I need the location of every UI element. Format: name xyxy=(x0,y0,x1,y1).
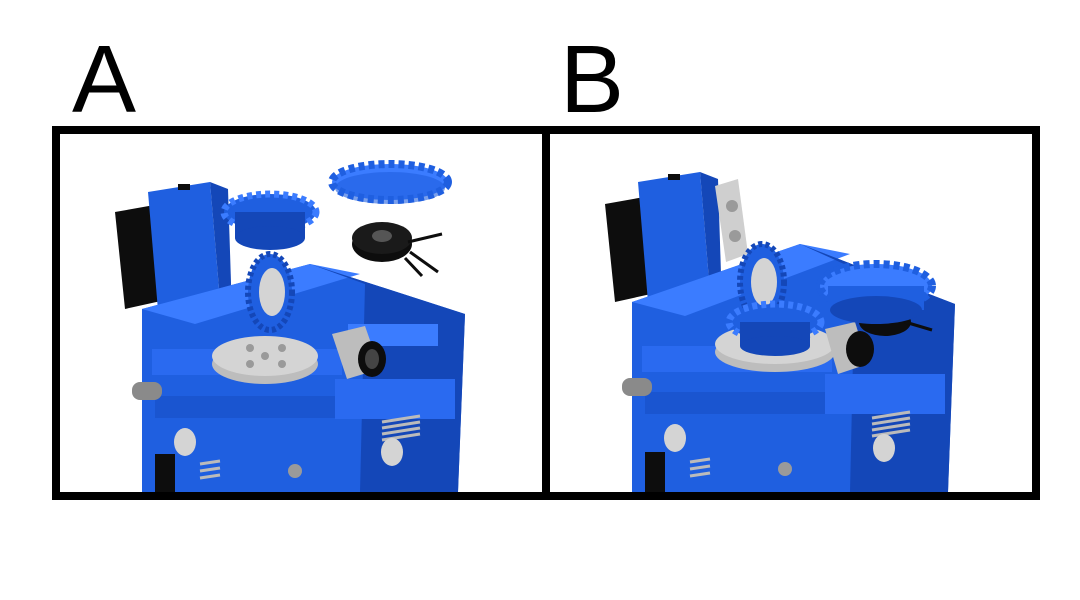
panel-a-illustration xyxy=(115,160,465,492)
bearing-disc xyxy=(212,336,318,384)
small-gear xyxy=(725,300,825,356)
panel-a-frame xyxy=(52,126,550,500)
large-gear xyxy=(816,260,936,324)
side-shaft xyxy=(622,378,652,396)
screws xyxy=(645,424,895,492)
screws xyxy=(155,428,403,492)
panel-label-a: A xyxy=(72,26,137,133)
idler-motor xyxy=(825,322,874,374)
small-gear xyxy=(220,190,320,250)
connector-pins xyxy=(689,410,911,478)
panel-b-illustration xyxy=(605,172,955,492)
vertical-gear xyxy=(245,251,295,333)
panel-label-b: B xyxy=(560,26,625,133)
side-shaft xyxy=(132,382,162,400)
panel-b-frame xyxy=(542,126,1040,500)
idler-motor xyxy=(332,326,386,379)
large-gear xyxy=(328,160,452,204)
potentiometer xyxy=(352,222,443,278)
idler-arm xyxy=(715,179,748,262)
extruder-body xyxy=(142,264,465,492)
